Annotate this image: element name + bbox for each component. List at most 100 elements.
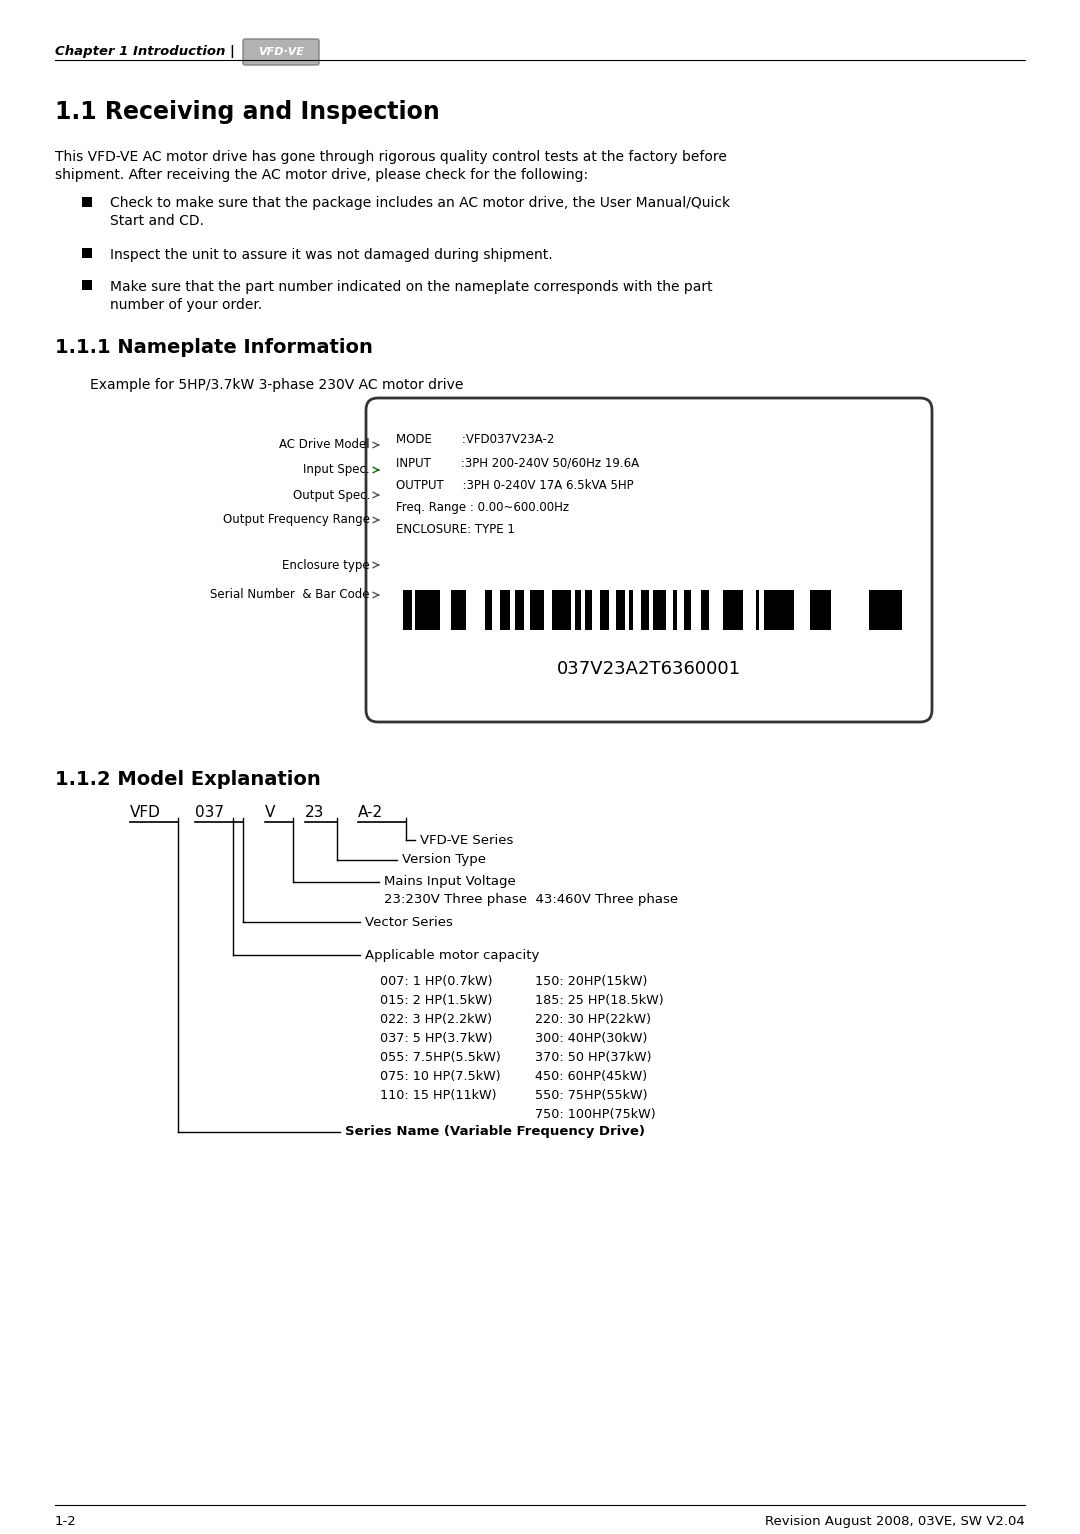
Bar	[461, 591, 465, 630]
Bar	[530, 591, 537, 630]
Text: 23:230V Three phase  43:460V Three phase: 23:230V Three phase 43:460V Three phase	[384, 893, 678, 907]
Bar	[779, 591, 787, 630]
Bar	[674, 591, 677, 630]
Text: MODE        :VFD037V23A-2: MODE :VFD037V23A-2	[396, 433, 554, 446]
Text: 185: 25 HP(18.5kW): 185: 25 HP(18.5kW)	[535, 994, 663, 1006]
Text: 015: 2 HP(1.5kW): 015: 2 HP(1.5kW)	[380, 994, 492, 1006]
FancyBboxPatch shape	[243, 38, 319, 64]
Bar	[617, 591, 625, 630]
Bar	[433, 591, 441, 630]
Bar	[734, 591, 738, 630]
Bar	[869, 591, 872, 630]
Text: OUTPUT     :3PH 0-240V 17A 6.5kVA 5HP: OUTPUT :3PH 0-240V 17A 6.5kVA 5HP	[396, 479, 634, 492]
Text: Mains Input Voltage: Mains Input Voltage	[384, 876, 516, 888]
Bar	[728, 591, 731, 630]
Bar	[896, 591, 902, 630]
Text: 022: 3 HP(2.2kW): 022: 3 HP(2.2kW)	[380, 1012, 492, 1026]
Text: Start and CD.: Start and CD.	[110, 215, 204, 229]
Text: ENCLOSURE: TYPE 1: ENCLOSURE: TYPE 1	[396, 523, 515, 535]
Bar	[485, 591, 492, 630]
Bar	[561, 591, 567, 630]
Bar	[458, 591, 461, 630]
Bar	[723, 591, 728, 630]
Text: Enclosure type: Enclosure type	[282, 558, 370, 572]
Text: Input Spec.: Input Spec.	[303, 463, 370, 477]
Text: 075: 10 HP(7.5kW): 075: 10 HP(7.5kW)	[380, 1071, 501, 1083]
Bar	[756, 591, 759, 630]
Bar	[630, 591, 633, 630]
Text: 055: 7.5HP(5.5kW): 055: 7.5HP(5.5kW)	[380, 1051, 501, 1065]
Text: 750: 100HP(75kW): 750: 100HP(75kW)	[535, 1108, 656, 1121]
Text: shipment. After receiving the AC motor drive, please check for the following:: shipment. After receiving the AC motor d…	[55, 169, 589, 183]
Text: AC Drive Model: AC Drive Model	[280, 439, 370, 451]
Text: 1.1 Receiving and Inspection: 1.1 Receiving and Inspection	[55, 100, 440, 124]
Bar	[642, 591, 649, 630]
Bar	[537, 591, 544, 630]
Bar	[603, 591, 609, 630]
Text: INPUT        :3PH 200-240V 50/60Hz 19.6A: INPUT :3PH 200-240V 50/60Hz 19.6A	[396, 457, 639, 469]
Text: This VFD-VE AC motor drive has gone through rigorous quality control tests at th: This VFD-VE AC motor drive has gone thro…	[55, 150, 727, 164]
Text: VFD: VFD	[130, 805, 161, 821]
Bar	[872, 591, 879, 630]
Text: 037V23A2T6360001: 037V23A2T6360001	[557, 660, 741, 678]
Bar	[415, 591, 422, 630]
Text: 370: 50 HP(37kW): 370: 50 HP(37kW)	[535, 1051, 651, 1065]
Bar	[892, 591, 896, 630]
Text: 1-2: 1-2	[55, 1516, 77, 1528]
Text: 1.1.2 Model Explanation: 1.1.2 Model Explanation	[55, 770, 321, 788]
Bar	[770, 591, 779, 630]
Bar	[508, 591, 510, 630]
Bar	[451, 591, 458, 630]
Text: A-2: A-2	[357, 805, 383, 821]
Bar	[810, 591, 815, 630]
Text: Version Type: Version Type	[402, 853, 486, 867]
Bar	[567, 591, 570, 630]
Text: Applicable motor capacity: Applicable motor capacity	[365, 948, 539, 962]
Text: V: V	[265, 805, 275, 821]
Text: Vector Series: Vector Series	[365, 916, 453, 928]
Bar	[879, 591, 882, 630]
Text: Revision August 2008, 03VE, SW V2.04: Revision August 2008, 03VE, SW V2.04	[766, 1516, 1025, 1528]
Text: 300: 40HP(30kW): 300: 40HP(30kW)	[535, 1032, 647, 1045]
Text: Inspect the unit to assure it was not damaged during shipment.: Inspect the unit to assure it was not da…	[110, 249, 553, 262]
Bar	[428, 591, 433, 630]
Bar	[515, 591, 521, 630]
Text: Freq. Range : 0.00~600.00Hz: Freq. Range : 0.00~600.00Hz	[396, 502, 569, 514]
Text: Chapter 1 Introduction |: Chapter 1 Introduction |	[55, 44, 234, 58]
Bar	[787, 591, 792, 630]
Text: Series Name (Variable Frequency Drive): Series Name (Variable Frequency Drive)	[345, 1126, 645, 1138]
Bar	[556, 591, 561, 630]
Text: 550: 75HP(55kW): 550: 75HP(55kW)	[535, 1089, 648, 1101]
Text: 450: 60HP(45kW): 450: 60HP(45kW)	[535, 1071, 647, 1083]
Text: Make sure that the part number indicated on the nameplate corresponds with the p: Make sure that the part number indicated…	[110, 281, 713, 295]
Bar	[404, 591, 411, 630]
Bar	[599, 591, 603, 630]
Bar	[521, 591, 524, 630]
Text: VFD·VE: VFD·VE	[258, 48, 303, 57]
Text: Output Frequency Range: Output Frequency Range	[222, 514, 370, 526]
Bar	[82, 249, 92, 258]
Text: VFD-VE Series: VFD-VE Series	[420, 833, 513, 847]
Bar	[731, 591, 734, 630]
Bar	[575, 591, 581, 630]
Text: 007: 1 HP(0.7kW): 007: 1 HP(0.7kW)	[380, 976, 492, 988]
Bar	[653, 591, 659, 630]
Text: Output Spec.: Output Spec.	[293, 488, 370, 502]
Text: 23: 23	[305, 805, 324, 821]
Text: Check to make sure that the package includes an AC motor drive, the User Manual/: Check to make sure that the package incl…	[110, 196, 730, 210]
FancyBboxPatch shape	[366, 397, 932, 723]
Text: 220: 30 HP(22kW): 220: 30 HP(22kW)	[535, 1012, 651, 1026]
Bar	[882, 591, 887, 630]
Text: 1.1.1 Nameplate Information: 1.1.1 Nameplate Information	[55, 337, 373, 357]
Bar	[422, 591, 428, 630]
Bar	[792, 591, 795, 630]
Bar	[552, 591, 556, 630]
Text: 037: 037	[195, 805, 224, 821]
Bar	[738, 591, 743, 630]
Bar	[584, 591, 592, 630]
Bar	[82, 196, 92, 207]
Text: 150: 20HP(15kW): 150: 20HP(15kW)	[535, 976, 647, 988]
Bar	[815, 591, 823, 630]
Bar	[764, 591, 770, 630]
Text: 037: 5 HP(3.7kW): 037: 5 HP(3.7kW)	[380, 1032, 492, 1045]
